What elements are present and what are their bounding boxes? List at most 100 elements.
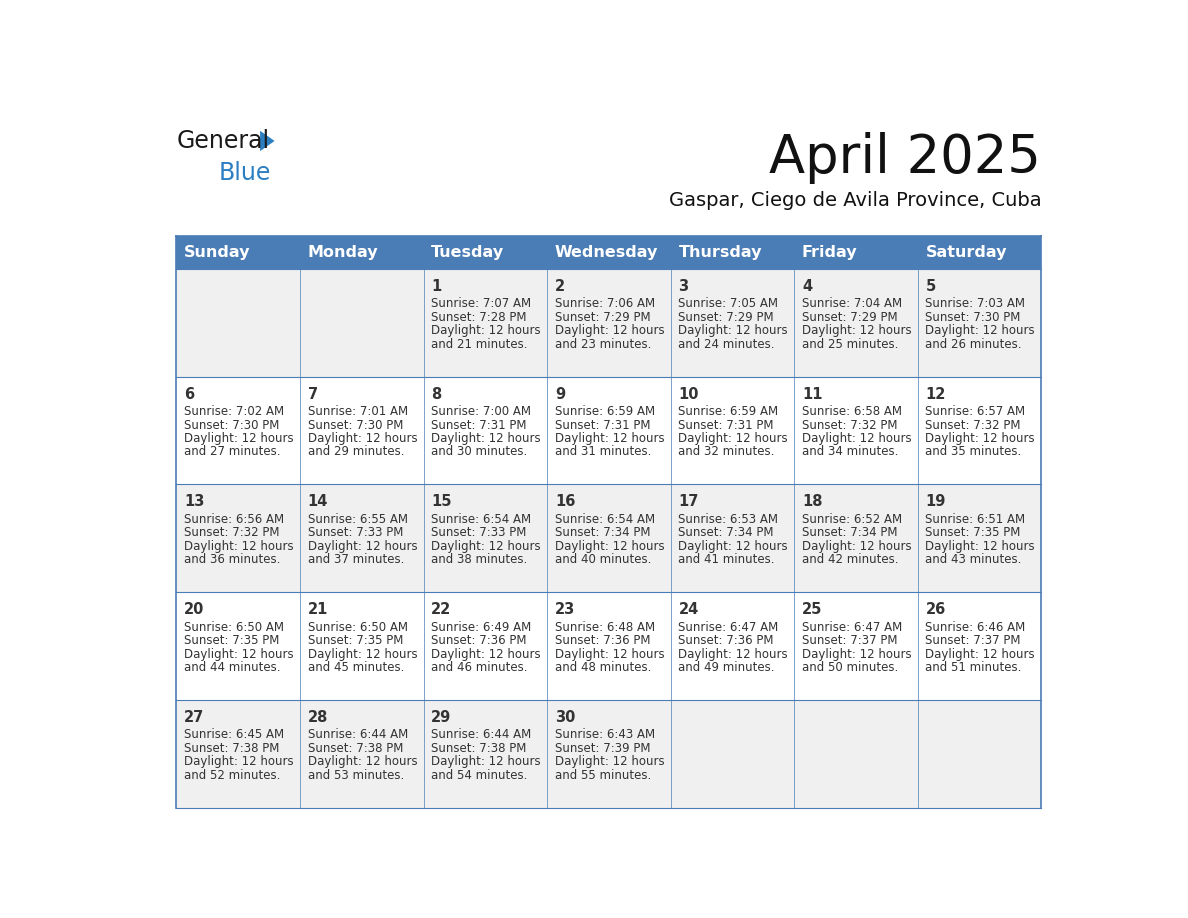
Text: Friday: Friday xyxy=(802,245,858,260)
Text: Sunset: 7:39 PM: Sunset: 7:39 PM xyxy=(555,742,650,755)
Text: 20: 20 xyxy=(184,602,204,617)
Text: Sunset: 7:30 PM: Sunset: 7:30 PM xyxy=(308,419,403,431)
Text: General: General xyxy=(176,129,270,153)
Text: Daylight: 12 hours: Daylight: 12 hours xyxy=(802,324,911,337)
Text: 12: 12 xyxy=(925,386,946,401)
Text: and 50 minutes.: and 50 minutes. xyxy=(802,661,898,674)
Text: Daylight: 12 hours: Daylight: 12 hours xyxy=(555,647,664,661)
Text: and 21 minutes.: and 21 minutes. xyxy=(431,338,527,351)
Text: Monday: Monday xyxy=(308,245,378,260)
Text: Daylight: 12 hours: Daylight: 12 hours xyxy=(678,324,788,337)
Text: 14: 14 xyxy=(308,495,328,509)
Text: and 48 minutes.: and 48 minutes. xyxy=(555,661,651,674)
Text: Sunrise: 6:54 AM: Sunrise: 6:54 AM xyxy=(431,513,531,526)
Text: Daylight: 12 hours: Daylight: 12 hours xyxy=(925,647,1035,661)
Text: Sunrise: 6:47 AM: Sunrise: 6:47 AM xyxy=(678,621,778,633)
Text: 27: 27 xyxy=(184,710,204,725)
Text: 4: 4 xyxy=(802,279,813,294)
Text: Sunset: 7:32 PM: Sunset: 7:32 PM xyxy=(802,419,897,431)
Text: Daylight: 12 hours: Daylight: 12 hours xyxy=(308,540,417,553)
Text: Sunset: 7:38 PM: Sunset: 7:38 PM xyxy=(308,742,403,755)
Text: Sunset: 7:29 PM: Sunset: 7:29 PM xyxy=(678,311,775,324)
Text: Sunrise: 6:44 AM: Sunrise: 6:44 AM xyxy=(308,729,407,742)
Text: and 23 minutes.: and 23 minutes. xyxy=(555,338,651,351)
Text: April 2025: April 2025 xyxy=(770,132,1042,184)
Text: Sunrise: 6:59 AM: Sunrise: 6:59 AM xyxy=(678,405,778,418)
Text: Sunrise: 6:57 AM: Sunrise: 6:57 AM xyxy=(925,405,1025,418)
Text: Sunset: 7:33 PM: Sunset: 7:33 PM xyxy=(431,526,526,540)
Text: and 25 minutes.: and 25 minutes. xyxy=(802,338,898,351)
Bar xyxy=(176,376,1042,485)
Text: Sunrise: 6:43 AM: Sunrise: 6:43 AM xyxy=(555,729,655,742)
Text: Sunrise: 6:46 AM: Sunrise: 6:46 AM xyxy=(925,621,1025,633)
Text: Daylight: 12 hours: Daylight: 12 hours xyxy=(308,756,417,768)
Text: and 37 minutes.: and 37 minutes. xyxy=(308,554,404,566)
Text: Daylight: 12 hours: Daylight: 12 hours xyxy=(431,756,541,768)
Text: 25: 25 xyxy=(802,602,822,617)
Text: and 45 minutes.: and 45 minutes. xyxy=(308,661,404,674)
Text: 3: 3 xyxy=(678,279,689,294)
Text: Daylight: 12 hours: Daylight: 12 hours xyxy=(308,647,417,661)
Text: Sunrise: 6:49 AM: Sunrise: 6:49 AM xyxy=(431,621,531,633)
Text: Daylight: 12 hours: Daylight: 12 hours xyxy=(308,432,417,445)
Text: Sunrise: 6:45 AM: Sunrise: 6:45 AM xyxy=(184,729,284,742)
Text: Daylight: 12 hours: Daylight: 12 hours xyxy=(555,540,664,553)
Text: Sunrise: 6:56 AM: Sunrise: 6:56 AM xyxy=(184,513,284,526)
Text: Sunrise: 6:58 AM: Sunrise: 6:58 AM xyxy=(802,405,902,418)
Text: Daylight: 12 hours: Daylight: 12 hours xyxy=(184,756,293,768)
Text: Thursday: Thursday xyxy=(678,245,762,260)
Text: Sunrise: 6:50 AM: Sunrise: 6:50 AM xyxy=(184,621,284,633)
Text: Sunset: 7:35 PM: Sunset: 7:35 PM xyxy=(184,634,279,647)
Text: and 44 minutes.: and 44 minutes. xyxy=(184,661,280,674)
Text: and 42 minutes.: and 42 minutes. xyxy=(802,554,898,566)
Text: and 41 minutes.: and 41 minutes. xyxy=(678,554,775,566)
Text: Sunrise: 6:50 AM: Sunrise: 6:50 AM xyxy=(308,621,407,633)
Text: Daylight: 12 hours: Daylight: 12 hours xyxy=(802,540,911,553)
Text: Sunset: 7:38 PM: Sunset: 7:38 PM xyxy=(184,742,279,755)
Polygon shape xyxy=(260,130,274,151)
Text: Sunrise: 7:03 AM: Sunrise: 7:03 AM xyxy=(925,297,1025,310)
Text: 17: 17 xyxy=(678,495,699,509)
Text: Daylight: 12 hours: Daylight: 12 hours xyxy=(184,432,293,445)
Text: Daylight: 12 hours: Daylight: 12 hours xyxy=(184,540,293,553)
Text: Sunset: 7:35 PM: Sunset: 7:35 PM xyxy=(925,526,1020,540)
Text: Sunset: 7:30 PM: Sunset: 7:30 PM xyxy=(184,419,279,431)
Text: and 35 minutes.: and 35 minutes. xyxy=(925,445,1022,458)
Text: 29: 29 xyxy=(431,710,451,725)
Text: Daylight: 12 hours: Daylight: 12 hours xyxy=(678,647,788,661)
Text: Daylight: 12 hours: Daylight: 12 hours xyxy=(184,647,293,661)
Text: 28: 28 xyxy=(308,710,328,725)
Text: 13: 13 xyxy=(184,495,204,509)
Text: Sunset: 7:32 PM: Sunset: 7:32 PM xyxy=(184,526,279,540)
Text: and 43 minutes.: and 43 minutes. xyxy=(925,554,1022,566)
Text: and 55 minutes.: and 55 minutes. xyxy=(555,769,651,782)
Text: Sunday: Sunday xyxy=(184,245,251,260)
Text: Sunset: 7:28 PM: Sunset: 7:28 PM xyxy=(431,311,526,324)
Text: and 34 minutes.: and 34 minutes. xyxy=(802,445,898,458)
Text: 18: 18 xyxy=(802,495,822,509)
Text: 11: 11 xyxy=(802,386,822,401)
Text: 9: 9 xyxy=(555,386,565,401)
Text: and 24 minutes.: and 24 minutes. xyxy=(678,338,775,351)
Text: Sunrise: 6:51 AM: Sunrise: 6:51 AM xyxy=(925,513,1025,526)
Text: 26: 26 xyxy=(925,602,946,617)
Text: Daylight: 12 hours: Daylight: 12 hours xyxy=(431,647,541,661)
Text: 7: 7 xyxy=(308,386,318,401)
Text: Daylight: 12 hours: Daylight: 12 hours xyxy=(925,324,1035,337)
Bar xyxy=(176,237,1042,269)
Text: Sunrise: 6:59 AM: Sunrise: 6:59 AM xyxy=(555,405,655,418)
Text: Sunset: 7:31 PM: Sunset: 7:31 PM xyxy=(431,419,526,431)
Text: Daylight: 12 hours: Daylight: 12 hours xyxy=(431,324,541,337)
Text: Daylight: 12 hours: Daylight: 12 hours xyxy=(678,432,788,445)
Text: Daylight: 12 hours: Daylight: 12 hours xyxy=(925,432,1035,445)
Text: Sunrise: 7:07 AM: Sunrise: 7:07 AM xyxy=(431,297,531,310)
Text: Sunset: 7:29 PM: Sunset: 7:29 PM xyxy=(802,311,898,324)
Text: and 51 minutes.: and 51 minutes. xyxy=(925,661,1022,674)
Text: Sunrise: 6:47 AM: Sunrise: 6:47 AM xyxy=(802,621,902,633)
Text: 6: 6 xyxy=(184,386,195,401)
Bar xyxy=(176,700,1042,808)
Text: Sunset: 7:32 PM: Sunset: 7:32 PM xyxy=(925,419,1020,431)
Text: and 40 minutes.: and 40 minutes. xyxy=(555,554,651,566)
Text: Sunrise: 6:54 AM: Sunrise: 6:54 AM xyxy=(555,513,655,526)
Text: Sunrise: 7:00 AM: Sunrise: 7:00 AM xyxy=(431,405,531,418)
